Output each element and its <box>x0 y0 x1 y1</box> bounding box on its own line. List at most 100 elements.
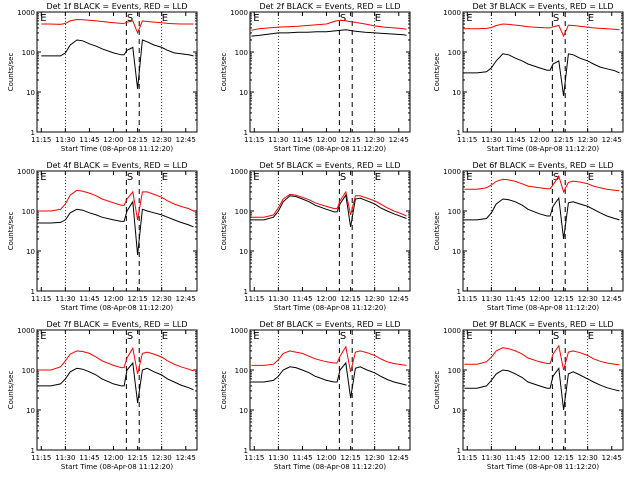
y-axis-label: Counts/sec <box>433 53 441 92</box>
y-tick-label: 1000 <box>443 327 461 335</box>
x-tick-label: 12:00 <box>103 295 123 303</box>
y-tick-label: 100 <box>22 49 35 57</box>
marker-label: E <box>375 13 381 24</box>
x-tick-label: 11:45 <box>292 454 312 462</box>
x-tick-label: 12:15 <box>341 295 361 303</box>
y-tick-label: 1 <box>244 288 248 296</box>
y-axis-label: Counts/sec <box>220 212 228 251</box>
y-tick-label: 100 <box>235 367 248 375</box>
lld-series-line <box>464 344 620 371</box>
marker-label: S <box>553 13 559 24</box>
marker-label: E <box>466 331 472 342</box>
x-tick-label: 12:45 <box>602 136 622 144</box>
marker-label: E <box>588 331 594 342</box>
x-tick-label: 12:45 <box>176 454 196 462</box>
lld-series-line <box>251 190 407 218</box>
x-tick-label: 11:15 <box>31 136 51 144</box>
x-tick-label: 11:30 <box>481 136 501 144</box>
marker-label: S <box>127 331 133 342</box>
x-tick-label: 12:15 <box>554 454 574 462</box>
y-tick-label: 1 <box>244 129 248 137</box>
y-tick-label: 10 <box>26 248 35 256</box>
x-tick-label: 11:15 <box>457 295 477 303</box>
x-tick-label: 12:30 <box>365 136 385 144</box>
x-tick-label: 12:30 <box>365 295 385 303</box>
y-axis-label: Counts/sec <box>7 212 15 251</box>
events-series-line <box>38 361 194 404</box>
x-tick-label: 12:30 <box>578 295 598 303</box>
plot-frame <box>249 170 411 292</box>
y-tick-label: 100 <box>235 49 248 57</box>
y-tick-label: 1 <box>457 129 461 137</box>
x-tick-label: 11:45 <box>79 454 99 462</box>
plot-frame <box>249 11 411 133</box>
x-tick-label: 12:30 <box>152 454 172 462</box>
y-tick-label: 1 <box>244 447 248 455</box>
x-tick-label: 11:45 <box>505 454 525 462</box>
marker-label: E <box>253 172 259 183</box>
x-axis-label: Start Time (08-Apr-08 11:12:20) <box>61 463 173 471</box>
x-axis-label: Start Time (08-Apr-08 11:12:20) <box>487 145 599 153</box>
x-tick-label: 12:00 <box>103 136 123 144</box>
lld-series-line <box>38 189 194 220</box>
x-tick-label: 12:00 <box>316 136 336 144</box>
y-axis-label: Counts/sec <box>433 371 441 410</box>
y-tick-label: 100 <box>22 208 35 216</box>
x-axis-label: Start Time (08-Apr-08 11:12:20) <box>274 145 386 153</box>
x-tick-label: 12:15 <box>128 136 148 144</box>
marker-label: E <box>375 172 381 183</box>
events-series-line <box>464 53 620 96</box>
y-tick-label: 10 <box>26 407 35 415</box>
x-tick-label: 11:15 <box>31 454 51 462</box>
events-series-line <box>464 196 620 240</box>
marker-label: E <box>162 172 168 183</box>
y-tick-label: 1000 <box>443 9 461 17</box>
x-tick-label: 12:45 <box>389 136 409 144</box>
y-tick-label: 100 <box>448 208 461 216</box>
x-tick-label: 11:30 <box>55 295 75 303</box>
marker-label: E <box>253 331 259 342</box>
events-series-line <box>251 193 407 227</box>
x-axis-label: Start Time (08-Apr-08 11:12:20) <box>487 463 599 471</box>
x-tick-label: 12:45 <box>389 295 409 303</box>
events-series-line <box>251 29 407 37</box>
x-tick-label: 12:00 <box>316 454 336 462</box>
x-tick-label: 12:30 <box>578 136 598 144</box>
x-tick-label: 12:30 <box>152 136 172 144</box>
x-axis-label: Start Time (08-Apr-08 11:12:20) <box>487 304 599 312</box>
x-tick-label: 12:00 <box>529 454 549 462</box>
marker-label: S <box>553 331 559 342</box>
y-tick-label: 10 <box>239 407 248 415</box>
panel-title: Det 1f BLACK = Events, RED = LLD <box>46 2 187 11</box>
y-tick-label: 1000 <box>230 9 248 17</box>
y-tick-label: 100 <box>235 208 248 216</box>
marker-label: E <box>375 331 381 342</box>
marker-label: E <box>466 172 472 183</box>
x-tick-label: 11:45 <box>292 295 312 303</box>
panel-title: Det 6f BLACK = Events, RED = LLD <box>472 161 613 170</box>
x-tick-label: 11:30 <box>481 454 501 462</box>
y-tick-label: 10 <box>239 248 248 256</box>
x-tick-label: 12:00 <box>529 295 549 303</box>
marker-label: E <box>588 13 594 24</box>
y-tick-label: 10 <box>452 89 461 97</box>
panel-title: Det 4f BLACK = Events, RED = LLD <box>46 161 187 170</box>
x-tick-label: 12:15 <box>554 136 574 144</box>
marker-label: E <box>40 172 46 183</box>
plot-frame <box>36 11 198 133</box>
panel-title: Det 5f BLACK = Events, RED = LLD <box>259 161 400 170</box>
x-tick-label: 11:15 <box>457 454 477 462</box>
panel-title: Det 9f BLACK = Events, RED = LLD <box>472 320 613 329</box>
x-axis-label: Start Time (08-Apr-08 11:12:20) <box>274 304 386 312</box>
y-tick-label: 1000 <box>17 327 35 335</box>
y-tick-label: 10 <box>452 248 461 256</box>
y-tick-label: 10 <box>239 89 248 97</box>
x-tick-label: 12:45 <box>176 136 196 144</box>
marker-label: S <box>553 172 559 183</box>
plot-frame <box>36 329 198 451</box>
lld-series-line <box>41 18 194 35</box>
x-tick-label: 12:15 <box>341 454 361 462</box>
